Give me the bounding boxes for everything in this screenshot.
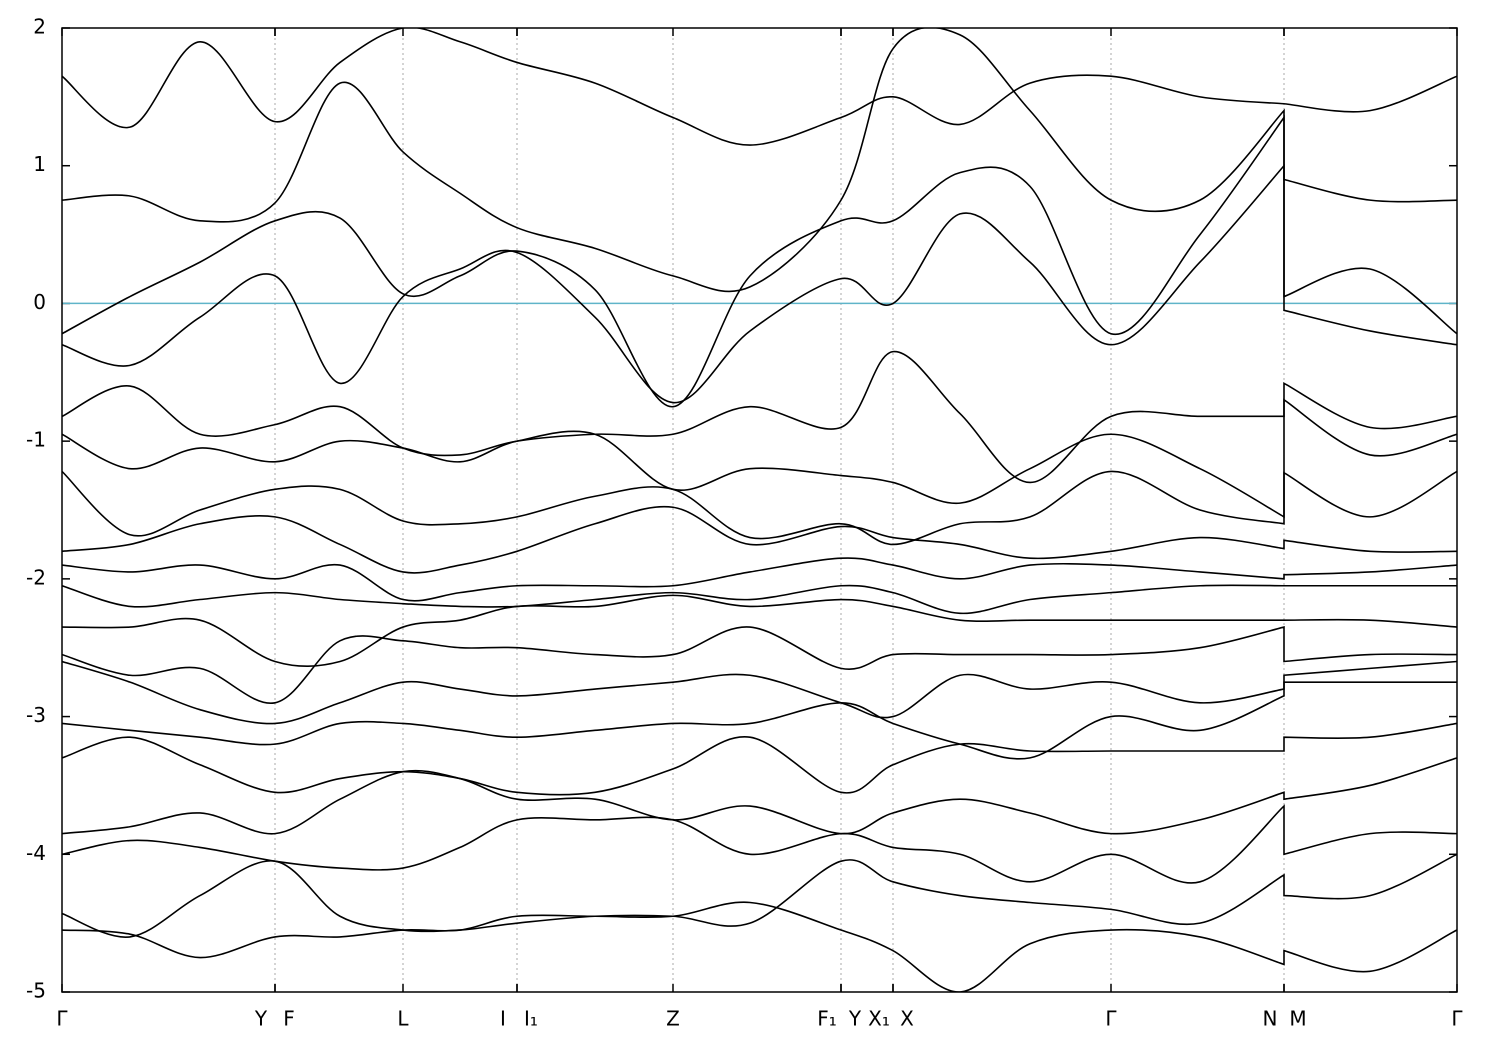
band xyxy=(62,470,1457,546)
band xyxy=(62,853,1457,938)
x-tick-label: F₁ xyxy=(817,1007,837,1031)
y-tick-label: -2 xyxy=(26,565,46,589)
x-tick-label: Γ xyxy=(1451,1007,1463,1031)
x-tick-label: I xyxy=(500,1007,506,1031)
band xyxy=(62,28,1457,146)
bands xyxy=(62,28,1457,992)
x-tick-label: X xyxy=(900,1007,914,1031)
x-tick-label: Y xyxy=(848,1007,862,1031)
band xyxy=(62,28,1457,293)
band xyxy=(62,594,1457,668)
y-tick-label: 1 xyxy=(33,152,46,176)
band xyxy=(62,398,1457,519)
band xyxy=(62,681,1457,760)
band xyxy=(62,757,1457,835)
plot-frame xyxy=(61,27,1458,993)
x-tick-label: Y xyxy=(254,1007,268,1031)
x-tick-label: L xyxy=(397,1007,409,1031)
y-tick-label: -4 xyxy=(26,841,46,865)
x-tick-label: Z xyxy=(666,1007,680,1031)
band xyxy=(62,115,1457,408)
band xyxy=(62,722,1457,796)
y-tick-label: -1 xyxy=(26,428,46,452)
band xyxy=(62,901,1457,992)
band xyxy=(62,163,1457,404)
band xyxy=(62,804,1457,884)
x-tick-label: Γ xyxy=(56,1007,68,1031)
y-tick-label: 0 xyxy=(33,290,46,314)
x-tick-label: I₁ xyxy=(524,1007,538,1031)
x-tick-label: Γ xyxy=(1105,1007,1117,1031)
y-tick-label: -3 xyxy=(26,703,46,727)
y-tick-label: 2 xyxy=(33,15,46,39)
y-tick-label: -5 xyxy=(26,979,46,1003)
band xyxy=(62,557,1457,602)
x-tick-label: F xyxy=(283,1007,295,1031)
x-tick-label: M xyxy=(1289,1007,1306,1031)
band xyxy=(62,350,1457,484)
x-tick-label: N xyxy=(1263,1007,1278,1031)
band xyxy=(62,626,1457,704)
band xyxy=(62,660,1457,725)
band xyxy=(62,584,1457,615)
x-tick-label: X₁ xyxy=(868,1007,890,1031)
band xyxy=(62,505,1457,574)
